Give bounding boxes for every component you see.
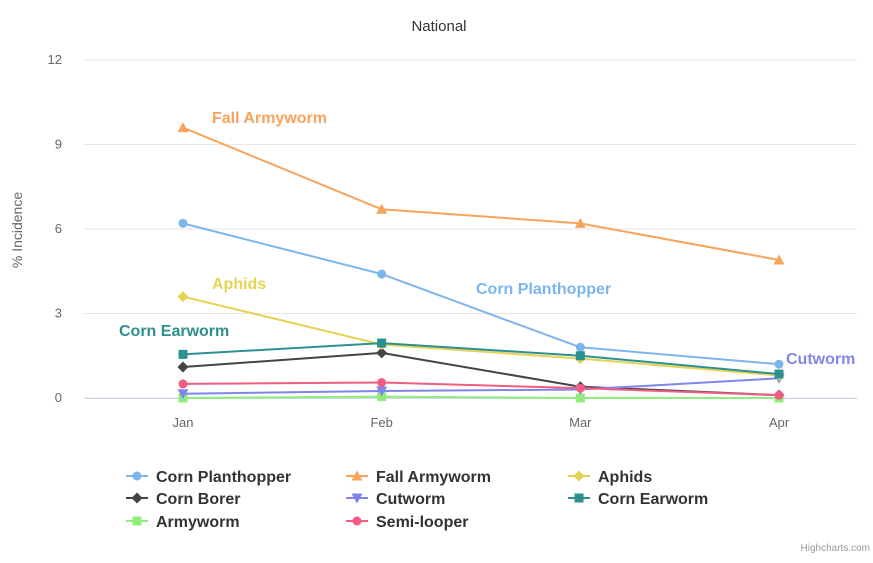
data-point[interactable] xyxy=(177,122,189,133)
legend-item-fall-armyworm[interactable]: Fall Armyworm xyxy=(346,469,491,486)
legend-marker[interactable] xyxy=(351,493,363,504)
y-tick-label: 6 xyxy=(55,221,62,236)
x-tick-label: Jan xyxy=(173,415,194,430)
data-point[interactable] xyxy=(574,217,586,228)
series-fall-armyworm[interactable] xyxy=(177,122,785,265)
legend-label[interactable]: Aphids xyxy=(598,469,652,486)
data-point[interactable] xyxy=(177,291,189,303)
legend-label[interactable]: Cutworm xyxy=(376,491,445,508)
x-tick-label: Feb xyxy=(370,415,392,430)
data-point[interactable] xyxy=(177,361,189,373)
series-group xyxy=(177,122,785,403)
legend-label[interactable]: Armyworm xyxy=(156,514,240,531)
y-tick-label: 0 xyxy=(55,390,62,405)
series-semi-looper[interactable] xyxy=(178,378,784,400)
data-point[interactable] xyxy=(575,342,585,352)
y-tick-labels: 0 3 6 9 12 xyxy=(48,52,62,405)
legend-marker[interactable] xyxy=(352,516,362,526)
series-line[interactable] xyxy=(182,342,780,376)
data-point[interactable] xyxy=(575,351,585,361)
series-line[interactable] xyxy=(182,222,780,366)
x-tick-labels: Jan Feb Mar Apr xyxy=(173,415,790,430)
series-line[interactable] xyxy=(182,126,780,261)
series-line[interactable] xyxy=(182,295,780,377)
legend-label[interactable]: Corn Earworm xyxy=(598,491,708,508)
x-tick-label: Apr xyxy=(769,415,790,430)
y-axis-label: % Incidence xyxy=(9,192,25,268)
series-corn-earworm[interactable] xyxy=(178,338,784,379)
legend-label[interactable]: Semi-looper xyxy=(376,514,468,531)
legend-marker[interactable] xyxy=(132,471,142,481)
legend-item-aphids[interactable]: Aphids xyxy=(568,469,652,486)
legend-marker[interactable] xyxy=(351,470,363,481)
data-point[interactable] xyxy=(377,269,387,279)
legend-marker[interactable] xyxy=(574,493,584,503)
series-cutworm[interactable] xyxy=(177,373,785,400)
grid-lines xyxy=(84,59,857,399)
chart-title: National xyxy=(411,18,466,35)
data-point[interactable] xyxy=(178,218,188,228)
annotation-corn-earworm: Corn Earworm xyxy=(119,323,229,340)
series-aphids[interactable] xyxy=(177,291,785,381)
data-point[interactable] xyxy=(376,347,388,359)
data-point[interactable] xyxy=(774,390,784,400)
annotation-corn-planthopper: Corn Planthopper xyxy=(476,281,611,298)
y-tick-label: 12 xyxy=(48,52,62,67)
series-line[interactable] xyxy=(182,395,779,399)
data-point[interactable] xyxy=(773,254,785,265)
legend-item-corn-planthopper[interactable]: Corn Planthopper xyxy=(126,469,291,486)
annotation-aphids: Aphids xyxy=(212,276,266,293)
legend-marker[interactable] xyxy=(131,492,143,504)
legend-label[interactable]: Corn Borer xyxy=(156,491,240,508)
series-line[interactable] xyxy=(182,381,780,397)
series-corn-planthopper[interactable] xyxy=(178,218,784,369)
annotation-fall-armyworm: Fall Armyworm xyxy=(212,110,327,127)
legend-label[interactable]: Corn Planthopper xyxy=(156,469,291,486)
legend-item-cutworm[interactable]: Cutworm xyxy=(346,491,445,508)
series-line[interactable] xyxy=(182,351,780,397)
legend-label[interactable]: Fall Armyworm xyxy=(376,469,491,486)
data-point[interactable] xyxy=(377,392,387,402)
legend: Corn Planthopper Corn Borer Armyworm Fall A… xyxy=(126,469,708,531)
data-point[interactable] xyxy=(178,379,188,389)
legend-item-corn-borer[interactable]: Corn Borer xyxy=(126,491,240,508)
annotation-cutworm: Cutworm xyxy=(786,351,855,368)
data-point[interactable] xyxy=(575,383,585,393)
data-point[interactable] xyxy=(376,386,388,397)
x-tick-label: Mar xyxy=(569,415,592,430)
legend-item-corn-earworm[interactable]: Corn Earworm xyxy=(568,491,708,508)
legend-marker[interactable] xyxy=(132,516,142,526)
data-point[interactable] xyxy=(774,359,784,369)
legend-marker[interactable] xyxy=(573,470,585,482)
y-tick-label: 9 xyxy=(55,137,62,152)
credit-text[interactable]: Highcharts.com xyxy=(801,543,870,554)
data-point[interactable] xyxy=(774,369,784,379)
data-point[interactable] xyxy=(177,389,189,400)
annotations: Fall Armyworm Corn Planthopper Aphids Co… xyxy=(119,110,855,368)
legend-item-semi-looper[interactable]: Semi-looper xyxy=(346,514,468,531)
series-line[interactable] xyxy=(182,377,780,395)
data-point[interactable] xyxy=(575,393,585,403)
y-tick-label: 3 xyxy=(55,306,62,321)
data-point[interactable] xyxy=(377,378,387,388)
legend-item-armyworm[interactable]: Armyworm xyxy=(126,514,240,531)
data-point[interactable] xyxy=(178,349,188,359)
series-armyworm[interactable] xyxy=(178,392,784,403)
data-point[interactable] xyxy=(377,338,387,348)
data-point[interactable] xyxy=(376,203,388,214)
